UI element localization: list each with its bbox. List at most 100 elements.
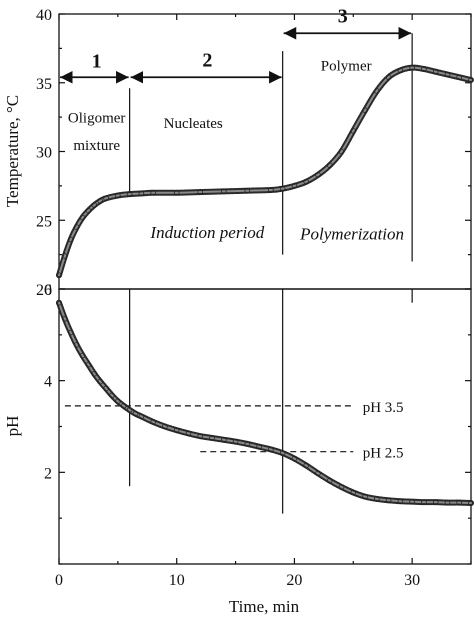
top-data-point bbox=[67, 236, 74, 243]
bottom-data-point bbox=[268, 446, 274, 453]
bottom-data-point bbox=[73, 342, 80, 348]
top-data-point bbox=[397, 67, 404, 74]
top-chart: Temperature, °C 20 25 30 35 40 1 2 3 Oligomer mi… bbox=[3, 5, 474, 299]
top-data-point bbox=[97, 198, 103, 204]
bottom-data-point bbox=[162, 423, 168, 430]
top-data-point bbox=[385, 74, 392, 81]
top-data-point bbox=[362, 107, 368, 114]
top-series bbox=[56, 64, 474, 279]
bottom-data-point bbox=[326, 477, 333, 484]
x-tick-label: 10 bbox=[169, 572, 185, 589]
top-data-point bbox=[350, 128, 357, 134]
bottom-data-point bbox=[62, 315, 68, 322]
bottom-data-point bbox=[315, 470, 321, 477]
top-data-point bbox=[126, 191, 133, 197]
x-axis-label: Time, min bbox=[229, 597, 300, 616]
top-annotation: Induction period bbox=[149, 223, 264, 242]
top-series-line bbox=[58, 66, 472, 277]
top-vertical-lines bbox=[129, 33, 413, 262]
top-annotation: Polymer bbox=[321, 58, 372, 74]
top-data-point bbox=[315, 172, 321, 178]
top-data-point bbox=[374, 88, 380, 94]
top-data-point bbox=[303, 178, 310, 185]
bottom-data-point bbox=[209, 435, 215, 441]
x-tick-label: 30 bbox=[404, 572, 420, 589]
bottom-data-point bbox=[362, 493, 368, 500]
bottom-data-point bbox=[256, 443, 262, 450]
bottom-y-tick-label: 2 bbox=[44, 465, 52, 482]
top-annotation: 3 bbox=[338, 5, 348, 27]
bottom-data-point bbox=[397, 498, 404, 505]
top-data-point bbox=[91, 202, 98, 208]
top-series-band bbox=[56, 64, 474, 279]
bottom-data-point bbox=[197, 433, 204, 439]
bottom-data-point bbox=[115, 398, 121, 405]
bottom-data-point bbox=[421, 499, 427, 505]
bottom-annotations: pH 3.5 pH 2.5 bbox=[363, 400, 404, 462]
bottom-plot-frame bbox=[58, 288, 472, 565]
bottom-data-point bbox=[279, 450, 286, 456]
bottom-x-ticks: 0 10 20 30 bbox=[55, 558, 472, 589]
bottom-y-axis-label: pH bbox=[3, 416, 22, 437]
top-data-point bbox=[409, 64, 415, 71]
top-plot-frame bbox=[58, 13, 472, 290]
top-annotation: 1 bbox=[92, 51, 102, 73]
bottom-data-point bbox=[291, 455, 298, 462]
bottom-data-point bbox=[350, 489, 357, 496]
top-annotation: Nucleates bbox=[164, 116, 223, 132]
bottom-annotation: pH 3.5 bbox=[363, 400, 404, 416]
bottom-chart: pH Time, min 2 4 6 0 10 20 30 pH 3.5 pH 2.5 bbox=[3, 282, 474, 616]
top-data-point bbox=[150, 189, 156, 196]
bottom-data-point bbox=[432, 499, 439, 505]
top-data-point bbox=[62, 253, 68, 259]
top-data-point bbox=[115, 192, 121, 199]
bottom-data-point bbox=[338, 484, 345, 490]
top-data-point bbox=[73, 224, 80, 230]
bottom-data-point bbox=[150, 419, 156, 425]
top-data-point bbox=[197, 189, 204, 195]
bottom-series bbox=[56, 299, 474, 507]
top-data-point bbox=[326, 162, 333, 169]
bottom-data-point bbox=[120, 403, 127, 409]
bottom-data-point bbox=[79, 352, 86, 359]
top-data-point bbox=[103, 195, 109, 202]
top-annotation: mixture bbox=[73, 138, 120, 154]
top-data-point bbox=[138, 190, 145, 197]
top-arrows bbox=[59, 26, 412, 84]
top-data-point bbox=[291, 183, 298, 189]
bottom-data-point bbox=[303, 462, 310, 469]
top-data-point bbox=[432, 68, 439, 75]
bottom-data-point bbox=[468, 500, 474, 506]
top-data-point bbox=[456, 74, 463, 81]
top-data-point bbox=[173, 189, 180, 196]
top-y-tick-label: 30 bbox=[36, 145, 52, 162]
bottom-data-point bbox=[374, 496, 380, 502]
bottom-data-point bbox=[85, 361, 92, 368]
top-data-point bbox=[338, 148, 345, 155]
bottom-data-point bbox=[97, 378, 103, 385]
top-data-point bbox=[79, 214, 86, 221]
bottom-data-point bbox=[103, 385, 109, 392]
bottom-data-point bbox=[132, 410, 139, 417]
bottom-data-point bbox=[91, 370, 98, 377]
bottom-data-point bbox=[409, 498, 415, 505]
bottom-data-point bbox=[185, 430, 192, 437]
top-annotations: 1 2 3 Oligomer mixture Nucleates Polymer Induct… bbox=[68, 5, 404, 243]
bottom-vertical-lines bbox=[129, 289, 413, 514]
bottom-y-ticks: 2 4 6 bbox=[44, 282, 471, 565]
top-data-point bbox=[268, 187, 274, 193]
top-data-point bbox=[244, 187, 251, 194]
bottom-data-point bbox=[456, 499, 463, 506]
top-annotation: Oligomer bbox=[68, 111, 126, 127]
top-data-point bbox=[468, 77, 474, 83]
top-data-point bbox=[85, 207, 92, 214]
top-y-tick-label: 25 bbox=[36, 213, 52, 230]
bottom-dashed-lines bbox=[64, 405, 354, 453]
top-data-point bbox=[279, 185, 286, 192]
top-data-point bbox=[444, 71, 451, 78]
bottom-data-point bbox=[126, 407, 133, 413]
top-data-point bbox=[221, 188, 227, 195]
bottom-series-line bbox=[58, 301, 472, 505]
bottom-data-point bbox=[56, 299, 62, 306]
